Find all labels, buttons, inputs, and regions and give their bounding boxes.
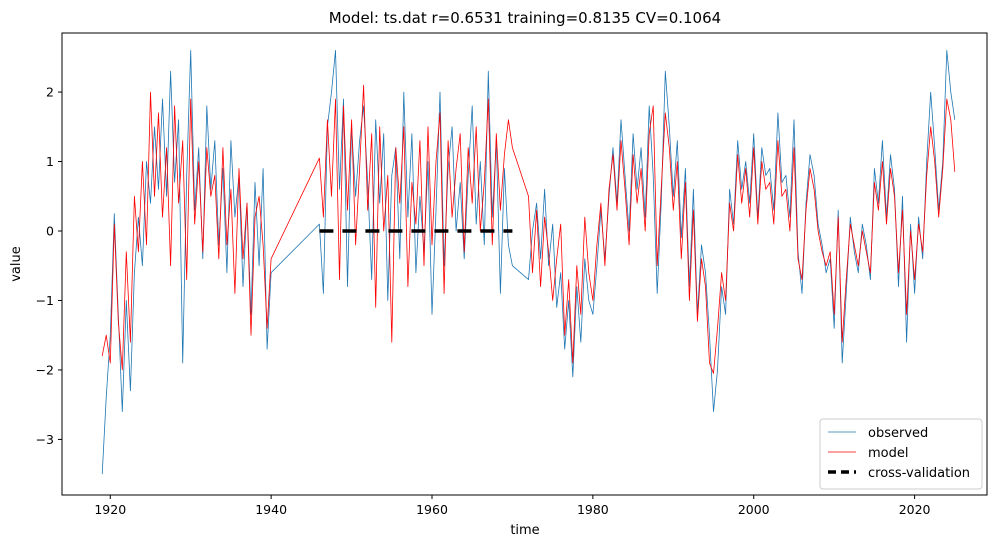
plot-frame bbox=[61, 32, 988, 496]
legend-label-model: model bbox=[868, 446, 908, 461]
y-tick-label: 1 bbox=[46, 154, 54, 169]
x-tick-label: 1940 bbox=[255, 502, 287, 517]
chart-title: Model: ts.dat r=0.6531 training=0.8135 C… bbox=[329, 9, 721, 27]
y-tick-label: 0 bbox=[46, 224, 54, 239]
y-tick-label: −3 bbox=[36, 432, 54, 447]
y-axis: −3 −2 −1 0 1 2 bbox=[36, 85, 62, 447]
x-tick-label: 2020 bbox=[899, 502, 931, 517]
series-layer bbox=[101, 50, 956, 475]
x-tick-label: 1920 bbox=[94, 502, 126, 517]
y-tick-label: 2 bbox=[46, 85, 54, 100]
y-tick-label: −2 bbox=[36, 362, 54, 377]
x-axis: 1920 1940 1960 1980 2000 2020 bbox=[94, 495, 931, 517]
y-tick-label: −1 bbox=[36, 293, 54, 308]
series-line-model bbox=[101, 84, 956, 374]
legend-label-cross-validation: cross-validation bbox=[868, 466, 970, 481]
legend: observed model cross-validation bbox=[819, 418, 983, 490]
x-tick-label: 1980 bbox=[577, 502, 609, 517]
x-axis-label: time bbox=[510, 523, 539, 538]
legend-box bbox=[819, 418, 983, 490]
series-line-observed bbox=[101, 50, 956, 475]
x-tick-label: 1960 bbox=[416, 502, 448, 517]
y-axis-label: value bbox=[9, 246, 24, 282]
x-tick-label: 2000 bbox=[738, 502, 770, 517]
legend-label-observed: observed bbox=[868, 426, 928, 441]
